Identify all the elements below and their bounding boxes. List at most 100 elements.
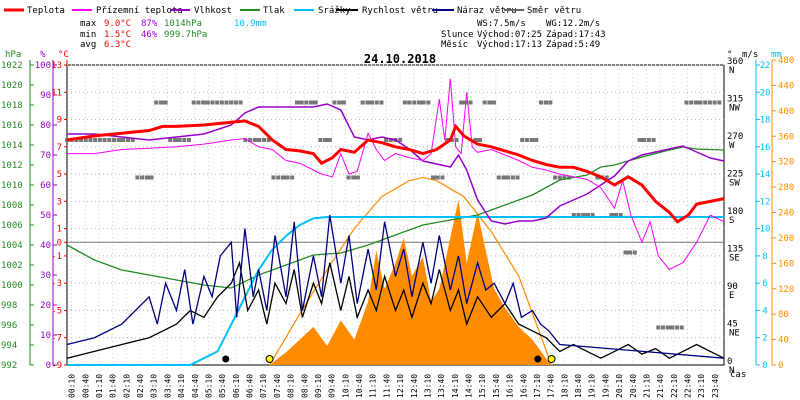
wind-direction-point (402, 100, 407, 105)
stats-sun-label: Slunce (441, 30, 474, 40)
sunrise-marker (265, 355, 274, 363)
wind-direction-point (431, 175, 436, 180)
rain-tick-label: 480 (778, 56, 794, 66)
x-tick-label: 17:10 (533, 374, 542, 398)
wind-direction-point (487, 100, 492, 105)
rain-tick-label: 400 (778, 107, 794, 117)
solar-radiation-area (269, 199, 552, 365)
stats-sun-set: Západ:17:43 (546, 30, 606, 40)
wind-direction-point (632, 250, 637, 255)
x-tick-label: 09:10 (314, 374, 323, 398)
wind-tick-label: 22 (760, 61, 771, 71)
x-tick-label: 06:10 (232, 374, 241, 398)
x-tick-label: 01:10 (95, 374, 104, 398)
x-tick-label: 10:40 (355, 374, 364, 398)
x-tick-label: 02:10 (122, 374, 131, 398)
moonrise-marker (534, 355, 542, 363)
pressure-tick-label: 1016 (1, 121, 23, 131)
wind-tick-label: 6 (762, 279, 767, 289)
wind-direction-point (628, 250, 633, 255)
stats-min-temp: 1.5°C (104, 30, 131, 40)
wind-direction-point (468, 100, 473, 105)
rain-tick-label: 160 (778, 259, 794, 269)
stats-wind-gust: WG:12.2m/s (546, 19, 600, 29)
rain-tick-label: 80 (778, 310, 789, 320)
x-tick-label: 05:10 (204, 374, 213, 398)
stats-wind-speed: WS:7.5m/s (477, 19, 526, 29)
unit-deg: ° (727, 50, 732, 60)
temp-tick-label: -9 (51, 361, 62, 371)
wind-direction-point (248, 138, 253, 142)
wind-direction-point (501, 175, 506, 180)
wind-direction-point (351, 175, 356, 180)
wind-direction-point (257, 138, 262, 142)
wind-direction-point (309, 100, 314, 105)
wind-direction-point (398, 138, 403, 142)
wind-direction-point (191, 100, 196, 105)
x-tick-label: 17:40 (547, 374, 556, 398)
pressure-tick-label: 1012 (1, 161, 23, 171)
x-tick-label: 15:10 (478, 374, 487, 398)
wind-direction-point (384, 138, 389, 142)
wind-gust-line (66, 214, 725, 359)
sunset-marker (547, 355, 556, 363)
wind-direction-point (294, 100, 299, 105)
humidity-line (67, 103, 725, 225)
wind-direction-point (585, 213, 590, 217)
wind-direction-point (341, 100, 346, 105)
direction-tick-label: 135 (727, 245, 743, 255)
x-tick-label: 16:40 (519, 374, 528, 398)
wind-direction-point (496, 175, 501, 180)
wind-direction-point (553, 175, 558, 180)
unit-hpa: hPa (5, 50, 21, 60)
temp-tick-label: 9 (57, 116, 62, 126)
humidity-tick-label: 20 (40, 301, 51, 311)
stats-max-humidity: 87% (141, 19, 158, 29)
wind-direction-point (107, 138, 112, 142)
x-tick-label: 18:10 (560, 374, 569, 398)
wind-direction-point (280, 175, 285, 180)
direction-tick-side: NW (729, 104, 740, 114)
rain-tick-label: 320 (778, 158, 794, 168)
wind-direction-point (130, 138, 135, 142)
stats-max-pressure: 1014hPa (164, 19, 202, 29)
wind-direction-point (548, 100, 553, 105)
wind-direction-point (88, 138, 93, 142)
legend-item-temperature: Teplota (4, 6, 65, 16)
stats-min-humidity: 46% (141, 30, 158, 40)
stats-moon-rise: Východ:17:13 (477, 40, 542, 50)
legend-item-humidity: Vlhkost (170, 6, 232, 16)
x-tick-label: 06:40 (246, 374, 255, 398)
wind-direction-point (534, 138, 539, 142)
x-tick-label: 09:40 (328, 374, 337, 398)
wind-direction-point (562, 175, 567, 180)
pressure-tick-label: 1014 (1, 141, 23, 151)
humidity-tick-label: 90 (40, 91, 51, 101)
wind-direction-point (571, 213, 576, 217)
x-tick-label: 20:40 (629, 374, 638, 398)
wind-direction-point (707, 100, 712, 105)
temp-tick-label: -3 (51, 279, 62, 289)
wind-direction-point (543, 100, 548, 105)
wind-direction-point (370, 100, 375, 105)
unit-time: čas (730, 369, 746, 380)
stats-avg-temp: 6.3°C (104, 40, 131, 50)
x-tick-label: 18:40 (574, 374, 583, 398)
x-tick-label: 23:40 (711, 374, 720, 398)
direction-tick-side: E (729, 291, 734, 301)
rain-tick-label: 440 (778, 81, 794, 91)
wind-direction-point (506, 175, 511, 180)
temperature-line (66, 119, 725, 224)
wind-direction-point (147, 175, 152, 180)
x-tick-label: 22:40 (684, 374, 693, 398)
wind-direction-point (79, 138, 84, 142)
x-tick-label: 11:10 (369, 374, 378, 398)
wind-direction-point (219, 100, 224, 105)
direction-tick-label: 225 (727, 170, 743, 180)
rain-tick-label: 240 (778, 209, 794, 219)
humidity-tick-label: 30 (40, 271, 51, 281)
legend-item-wind-speed: Rychlost větru (336, 6, 438, 16)
wind-direction-point (689, 100, 694, 105)
wind-tick-label: 18 (760, 116, 771, 126)
wind-direction-point (557, 175, 562, 180)
